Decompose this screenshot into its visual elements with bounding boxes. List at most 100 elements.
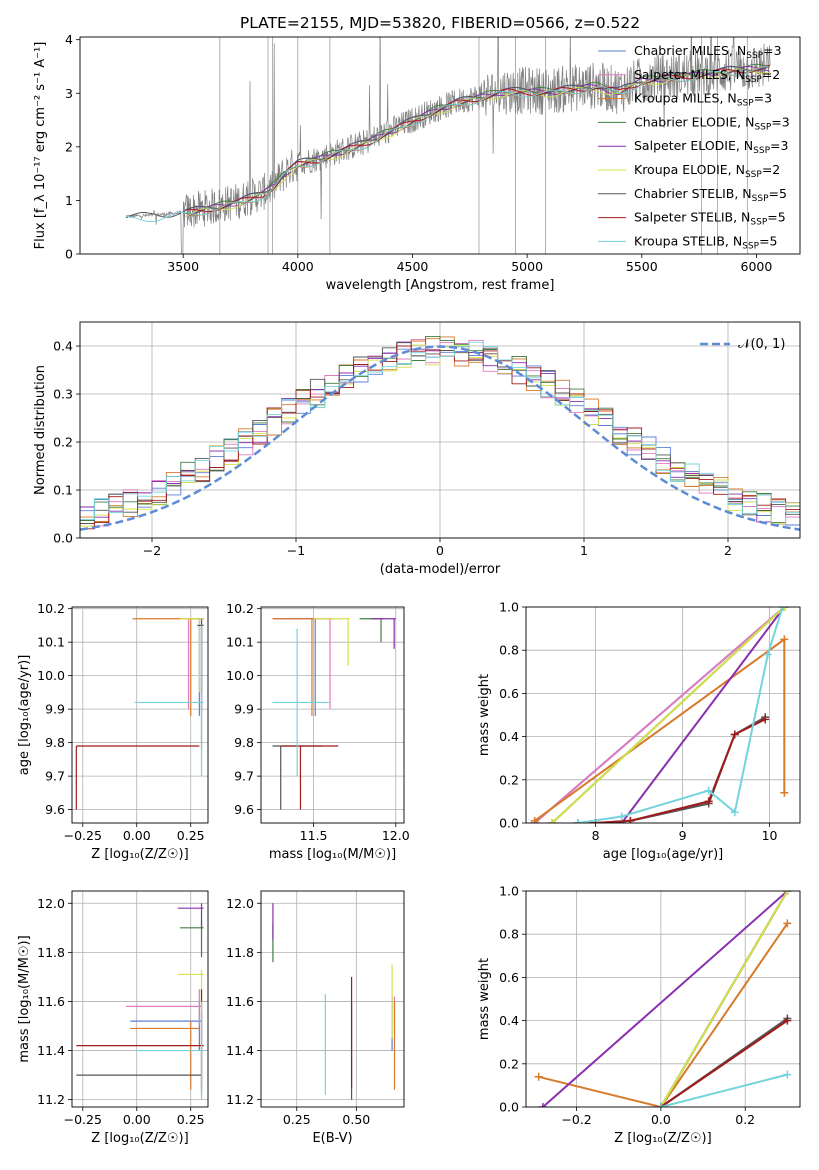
weight-marker — [763, 650, 772, 659]
legend-label: Salpeter ELODIE, NSSP=3 — [634, 138, 788, 156]
y-tick-label: 10.0 — [226, 668, 254, 683]
weight-marker — [656, 1103, 665, 1107]
z-weight-panel: −0.2 0.0 0.2 0.0 0.2 0.4 0.6 0.8 1.0 Z [log₁₀(Z/Z… — [477, 884, 801, 1146]
y-tick-label: 0.3 — [53, 387, 73, 402]
x-tick-label: 0.2 — [735, 1112, 755, 1127]
weight-marker — [730, 730, 739, 739]
y-tick-label: 0.8 — [499, 927, 519, 942]
y-tick-label: 11.6 — [37, 994, 65, 1009]
y-tick-label: 0.6 — [499, 686, 519, 701]
x-tick-label: 10 — [762, 828, 778, 843]
y-tick-label: 11.8 — [226, 945, 254, 960]
x-tick-label: 4000 — [282, 259, 314, 274]
weight-marker — [780, 635, 789, 644]
y-tick-label: 10.0 — [37, 668, 65, 683]
weight-marker — [704, 786, 713, 795]
weight-line — [578, 607, 784, 823]
error-bars — [76, 903, 204, 1100]
y-tick-label: 10.1 — [226, 635, 254, 650]
legend-label: Chabrier STELIB, NSSP=5 — [634, 186, 787, 204]
x-tick-label: 0.25 — [177, 828, 205, 843]
legend-label: Salpeter STELIB, NSSP=5 — [634, 210, 786, 228]
axes-frame — [79, 36, 801, 255]
x-axis-label: E(B-V) — [312, 1131, 352, 1146]
y-tick-label: 0.6 — [499, 970, 519, 985]
axes-frame — [71, 890, 209, 1108]
y-tick-label: 11.2 — [226, 1092, 254, 1107]
y-tick-label: 10.2 — [37, 601, 65, 616]
y-tick-label: 9.8 — [45, 735, 65, 750]
weight-marker — [780, 788, 789, 797]
x-tick-label: 11.5 — [300, 828, 328, 843]
y-tick-label: 4 — [65, 32, 73, 47]
legend-suffix: =3 — [754, 91, 772, 106]
x-tick-label: 0 — [436, 543, 444, 558]
y-tick-label: 0.8 — [499, 643, 519, 658]
x-tick-label: 0.50 — [342, 1112, 370, 1127]
z-age-panel: −0.25 0.00 0.25 9.6 9.7 9.8 9.9 10.0 10.1 10.2 Z [… — [17, 601, 209, 862]
axes-frame — [525, 606, 801, 824]
y-tick-label: 0.1 — [53, 483, 73, 498]
x-tick-label: 3500 — [167, 259, 199, 274]
error-bars — [75, 618, 204, 810]
weight-line — [538, 922, 789, 1107]
y-tick-label: 0.2 — [499, 772, 519, 787]
y-tick-label: 0.4 — [499, 729, 519, 744]
weight-marker — [574, 819, 583, 823]
error-bars — [272, 903, 396, 1100]
figure-title: PLATE=2155, MJD=53820, FIBERID=0566, z=0… — [240, 14, 640, 32]
weight-line — [534, 637, 786, 822]
legend-sub: SSP — [737, 99, 754, 109]
legend-suffix: =5 — [759, 233, 777, 248]
y-tick-label: 9.9 — [234, 702, 254, 717]
y-axis-label: Normed distribution — [33, 365, 48, 495]
x-axis-label: age [log₁₀(age/yr)] — [603, 847, 724, 862]
legend-sub: SSP — [753, 146, 770, 156]
x-tick-label: 0.00 — [123, 828, 151, 843]
z-mass-panel: −0.25 0.00 0.25 11.2 11.4 11.6 11.8 12.0 Z [log₁… — [17, 890, 209, 1146]
legend-label: Salpeter MILES, NSSP=2 — [634, 67, 780, 85]
legend-label: Kroupa STELIB, NSSP=5 — [634, 233, 778, 251]
y-tick-label: 9.6 — [234, 802, 254, 817]
y-tick-label: 2 — [65, 139, 73, 154]
weight-marker — [730, 808, 739, 817]
y-tick-label: 9.9 — [45, 702, 65, 717]
x-tick-label: 1 — [580, 543, 588, 558]
histograms — [80, 335, 800, 538]
legend-suffix: =3 — [771, 114, 789, 129]
axes-frame — [260, 606, 405, 824]
y-tick-label: 9.8 — [234, 735, 254, 750]
weight-marker — [783, 1070, 792, 1079]
gaussian-curve — [80, 345, 800, 531]
x-axis-label: Z [log₁₀(Z/Z☉)] — [91, 1131, 188, 1146]
weight-marker — [761, 715, 770, 724]
x-tick-label: 9 — [679, 828, 687, 843]
x-tick-label: 0.0 — [651, 1112, 671, 1127]
y-tick-label: 0.0 — [499, 816, 519, 831]
legend-sub: SSP — [742, 241, 759, 251]
weight-marker — [704, 797, 713, 806]
x-axis-label: Z [log₁₀(Z/Z☉)] — [91, 847, 188, 862]
x-axis-label: wavelength [Angstrom, rest frame] — [326, 278, 555, 293]
legend-suffix: =3 — [763, 43, 781, 58]
weight-line — [578, 718, 766, 823]
weight-marker — [783, 1016, 792, 1025]
legend-label: Kroupa ELODIE, NSSP=2 — [634, 162, 780, 180]
x-tick-label: 4500 — [397, 259, 429, 274]
spectrum-data — [125, 37, 771, 254]
axes-frame — [79, 321, 801, 539]
legend-sub: SSP — [750, 218, 767, 228]
weight-line — [534, 607, 785, 823]
weight-marker — [617, 812, 626, 821]
x-axis-label: mass [log₁₀(M/M☉)] — [269, 847, 396, 862]
weight-lines — [534, 891, 792, 1107]
weight-marker — [548, 819, 557, 823]
y-tick-label: 0 — [65, 247, 73, 262]
x-tick-label: 5000 — [511, 259, 543, 274]
y-tick-label: 11.2 — [37, 1092, 65, 1107]
residual-histogram — [80, 341, 800, 538]
y-tick-label: 0.0 — [53, 531, 73, 546]
legend-suffix: =3 — [770, 138, 788, 153]
weight-marker — [538, 1103, 547, 1107]
x-axis-label: Z [log₁₀(Z/Z☉)] — [614, 1131, 711, 1146]
